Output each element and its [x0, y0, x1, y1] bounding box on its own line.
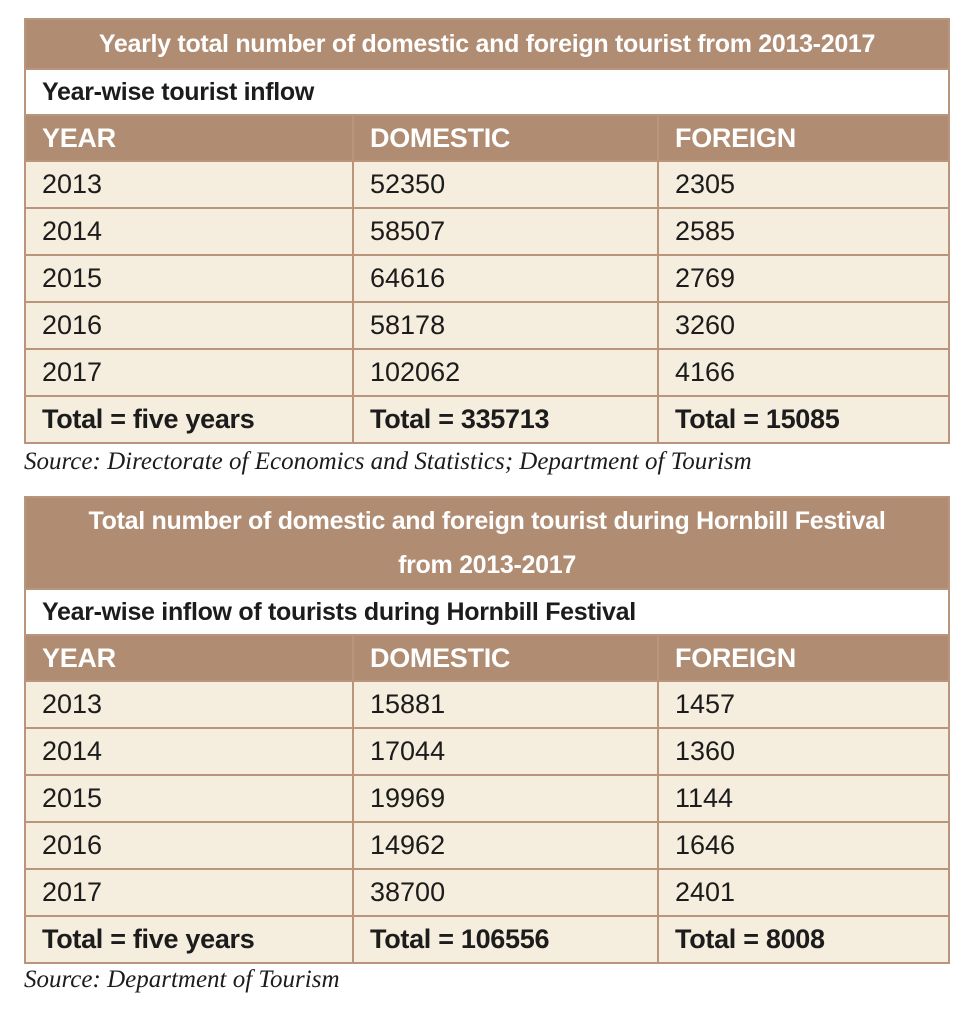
total-row: Total = five years Total = 106556 Total … — [24, 915, 950, 964]
total-foreign-cell: Total = 8008 — [657, 915, 950, 964]
domestic-cell: 14962 — [352, 821, 659, 870]
domestic-cell: 38700 — [352, 868, 659, 917]
foreign-cell: 1646 — [657, 821, 950, 870]
total-domestic-cell: Total = 335713 — [352, 395, 659, 444]
year-cell: 2013 — [24, 160, 354, 209]
column-header-year: YEAR — [24, 634, 354, 682]
table-row: 2014 17044 1360 — [24, 727, 950, 776]
column-header-foreign: FOREIGN — [657, 634, 950, 682]
year-cell: 2014 — [24, 207, 354, 256]
domestic-cell: 52350 — [352, 160, 659, 209]
table-row: 2014 58507 2585 — [24, 207, 951, 256]
table-row: 2013 15881 1457 — [24, 680, 950, 729]
table-title: Total number of domestic and foreign tou… — [24, 496, 950, 590]
column-header-domestic: DOMESTIC — [352, 634, 659, 682]
domestic-cell: 102062 — [352, 348, 659, 397]
tourist-inflow-table: Yearly total number of domestic and fore… — [23, 18, 951, 444]
total-domestic-cell: Total = 106556 — [352, 915, 659, 964]
hornbill-festival-table: Total number of domestic and foreign tou… — [24, 496, 950, 964]
total-label-cell: Total = five years — [24, 915, 354, 964]
foreign-cell: 2585 — [656, 207, 951, 256]
table-row: 2015 19969 1144 — [24, 774, 950, 823]
foreign-cell: 2401 — [657, 868, 950, 917]
year-cell: 2015 — [24, 774, 354, 823]
year-cell: 2017 — [24, 868, 354, 917]
year-cell: 2014 — [24, 727, 354, 776]
foreign-cell: 4166 — [656, 348, 951, 397]
table-title-line-1: Total number of domestic and foreign tou… — [88, 507, 886, 535]
domestic-cell: 17044 — [352, 727, 659, 776]
table-title: Yearly total number of domestic and fore… — [23, 18, 951, 70]
table-subtitle: Year-wise inflow of tourists during Horn… — [24, 588, 950, 636]
domestic-cell: 58178 — [352, 301, 659, 350]
column-header-year: YEAR — [24, 114, 354, 162]
source-note: Source: Department of Tourism — [24, 966, 340, 993]
foreign-cell: 2769 — [656, 254, 951, 303]
total-foreign-cell: Total = 15085 — [656, 395, 951, 444]
table-row: 2015 64616 2769 — [24, 254, 951, 303]
year-cell: 2016 — [24, 821, 354, 870]
domestic-cell: 15881 — [352, 680, 659, 729]
year-cell: 2016 — [24, 301, 354, 350]
total-label-cell: Total = five years — [24, 395, 354, 444]
column-header-domestic: DOMESTIC — [352, 114, 659, 162]
domestic-cell: 58507 — [352, 207, 659, 256]
domestic-cell: 64616 — [352, 254, 659, 303]
table-title-line-2: from 2013-2017 — [398, 551, 576, 579]
year-cell: 2013 — [24, 680, 354, 729]
table-row: 2017 38700 2401 — [24, 868, 950, 917]
year-cell: 2015 — [24, 254, 354, 303]
table-row: 2013 52350 2305 — [24, 160, 951, 209]
foreign-cell: 3260 — [656, 301, 951, 350]
domestic-cell: 19969 — [352, 774, 659, 823]
foreign-cell: 1360 — [657, 727, 950, 776]
total-row: Total = five years Total = 335713 Total … — [24, 395, 951, 444]
foreign-cell: 2305 — [656, 160, 951, 209]
table-row: 2016 58178 3260 — [24, 301, 951, 350]
column-header-foreign: FOREIGN — [656, 114, 951, 162]
foreign-cell: 1144 — [657, 774, 950, 823]
source-note: Source: Directorate of Economics and Sta… — [24, 448, 752, 475]
table-subtitle: Year-wise tourist inflow — [23, 68, 951, 116]
year-cell: 2017 — [24, 348, 354, 397]
foreign-cell: 1457 — [657, 680, 950, 729]
table-row: 2016 14962 1646 — [24, 821, 950, 870]
table-row: 2017 102062 4166 — [24, 348, 951, 397]
